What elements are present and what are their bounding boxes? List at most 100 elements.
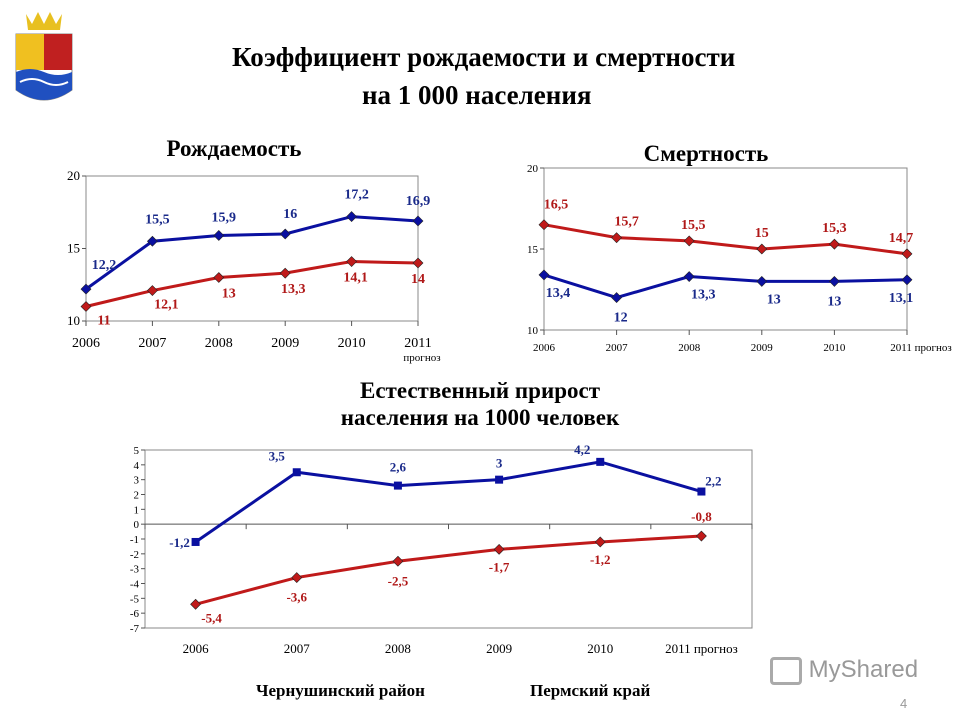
x-tick-label: 2009	[486, 641, 512, 656]
data-point	[901, 274, 913, 286]
data-point	[901, 248, 913, 260]
data-label: 15,7	[614, 215, 639, 230]
data-label: 11	[97, 314, 110, 329]
data-point	[538, 269, 550, 281]
data-label: 15,9	[212, 210, 237, 225]
series-line-0	[85, 215, 419, 291]
data-point	[292, 468, 301, 477]
y-tick-label: -4	[130, 579, 140, 591]
y-tick-label: 10	[527, 325, 539, 337]
y-tick-label: 2	[134, 490, 140, 502]
data-label: 15	[755, 226, 769, 241]
legend-item-perm: Пермский край	[530, 681, 651, 700]
data-label: 13,3	[281, 282, 306, 297]
data-point	[493, 543, 505, 555]
data-label: 14,7	[889, 231, 914, 246]
data-point	[190, 598, 202, 610]
data-point	[594, 536, 606, 548]
x-tick-label: 2009	[751, 342, 774, 354]
x-tick-label: 2011	[404, 336, 431, 351]
data-label: -1,2	[590, 552, 611, 567]
data-point	[279, 267, 291, 279]
y-tick-label: 20	[527, 163, 539, 175]
y-tick-label: 5	[134, 445, 140, 457]
data-point	[828, 238, 840, 250]
data-point	[538, 219, 550, 231]
coat-of-arms-logo	[15, 12, 73, 101]
data-point	[683, 271, 695, 282]
x-tick-label: 2008	[205, 336, 233, 351]
growth-chart-title-line1: Естественный прирост	[359, 378, 601, 403]
y-tick-label: -3	[130, 564, 140, 576]
data-point	[213, 230, 225, 241]
data-point	[346, 211, 358, 223]
x-tick-note: прогноз	[403, 352, 440, 364]
series-line-1	[195, 534, 702, 606]
data-point	[697, 487, 706, 496]
data-label: -1,7	[489, 559, 510, 574]
legend-item-chernushinsky: Чернушинский район	[256, 681, 425, 700]
data-point	[392, 555, 404, 567]
slide-title-line1: Коэффициент рождаемости и смертности	[232, 42, 736, 72]
data-label: 13,4	[546, 286, 571, 301]
data-label: 3	[496, 456, 503, 471]
x-tick-label: 2006	[533, 342, 556, 354]
data-label: 13,3	[691, 288, 716, 303]
x-tick-label: 2009	[271, 336, 299, 351]
data-point	[146, 235, 158, 247]
data-label: 2,2	[705, 474, 721, 489]
data-point	[828, 275, 840, 287]
data-point	[756, 243, 768, 255]
data-point	[346, 256, 358, 267]
y-tick-label: -7	[130, 623, 140, 635]
y-tick-label: -6	[130, 608, 140, 620]
data-label: 16,5	[544, 198, 569, 213]
y-tick-label: 0	[134, 519, 140, 531]
series-line-1	[543, 223, 908, 256]
data-point	[756, 275, 768, 287]
y-tick-label: 3	[134, 475, 140, 487]
x-tick-label: 2008	[385, 641, 411, 656]
y-tick-label: 1	[134, 504, 140, 516]
data-label: 16	[283, 207, 297, 222]
series-line-0	[543, 273, 908, 300]
y-tick-label: 20	[67, 168, 80, 183]
growth-chart-title-line2: населения на 1000 человек	[340, 405, 620, 430]
y-tick-label: -5	[130, 593, 140, 605]
y-tick-label: 4	[134, 460, 140, 472]
series-line-0	[194, 460, 702, 544]
data-point	[412, 257, 424, 269]
data-label: 13	[222, 287, 236, 302]
y-tick-label: -2	[130, 549, 139, 561]
birth-chart-title: Рождаемость	[166, 136, 302, 161]
death-chart-title: Смертность	[643, 141, 769, 166]
data-point	[191, 537, 200, 546]
data-point	[695, 530, 707, 542]
x-tick-label: 2006	[72, 336, 100, 351]
data-label: 16,9	[406, 194, 431, 209]
data-point	[80, 283, 92, 295]
data-point	[611, 292, 623, 304]
data-point	[412, 215, 424, 227]
data-label: 2,6	[390, 460, 407, 475]
data-label: -1,2	[169, 535, 190, 550]
data-label: 13	[767, 292, 781, 307]
data-point	[683, 235, 695, 247]
x-tick-label: 2010	[823, 342, 846, 354]
watermark-icon	[770, 656, 802, 685]
x-tick-label: 2007	[284, 641, 311, 656]
y-tick-label: -1	[130, 534, 139, 546]
data-label: 12,1	[154, 298, 179, 313]
data-point	[596, 457, 605, 466]
data-label: 17,2	[344, 188, 369, 203]
y-tick-label: 15	[527, 244, 539, 256]
series-line-1	[85, 260, 419, 308]
plot-area-1	[543, 167, 908, 331]
data-point	[611, 232, 623, 244]
data-point	[279, 228, 291, 240]
data-label: 12,2	[92, 258, 117, 273]
data-point	[213, 272, 225, 283]
x-tick-label: 2011 прогноз	[665, 641, 738, 656]
data-point	[291, 572, 303, 583]
